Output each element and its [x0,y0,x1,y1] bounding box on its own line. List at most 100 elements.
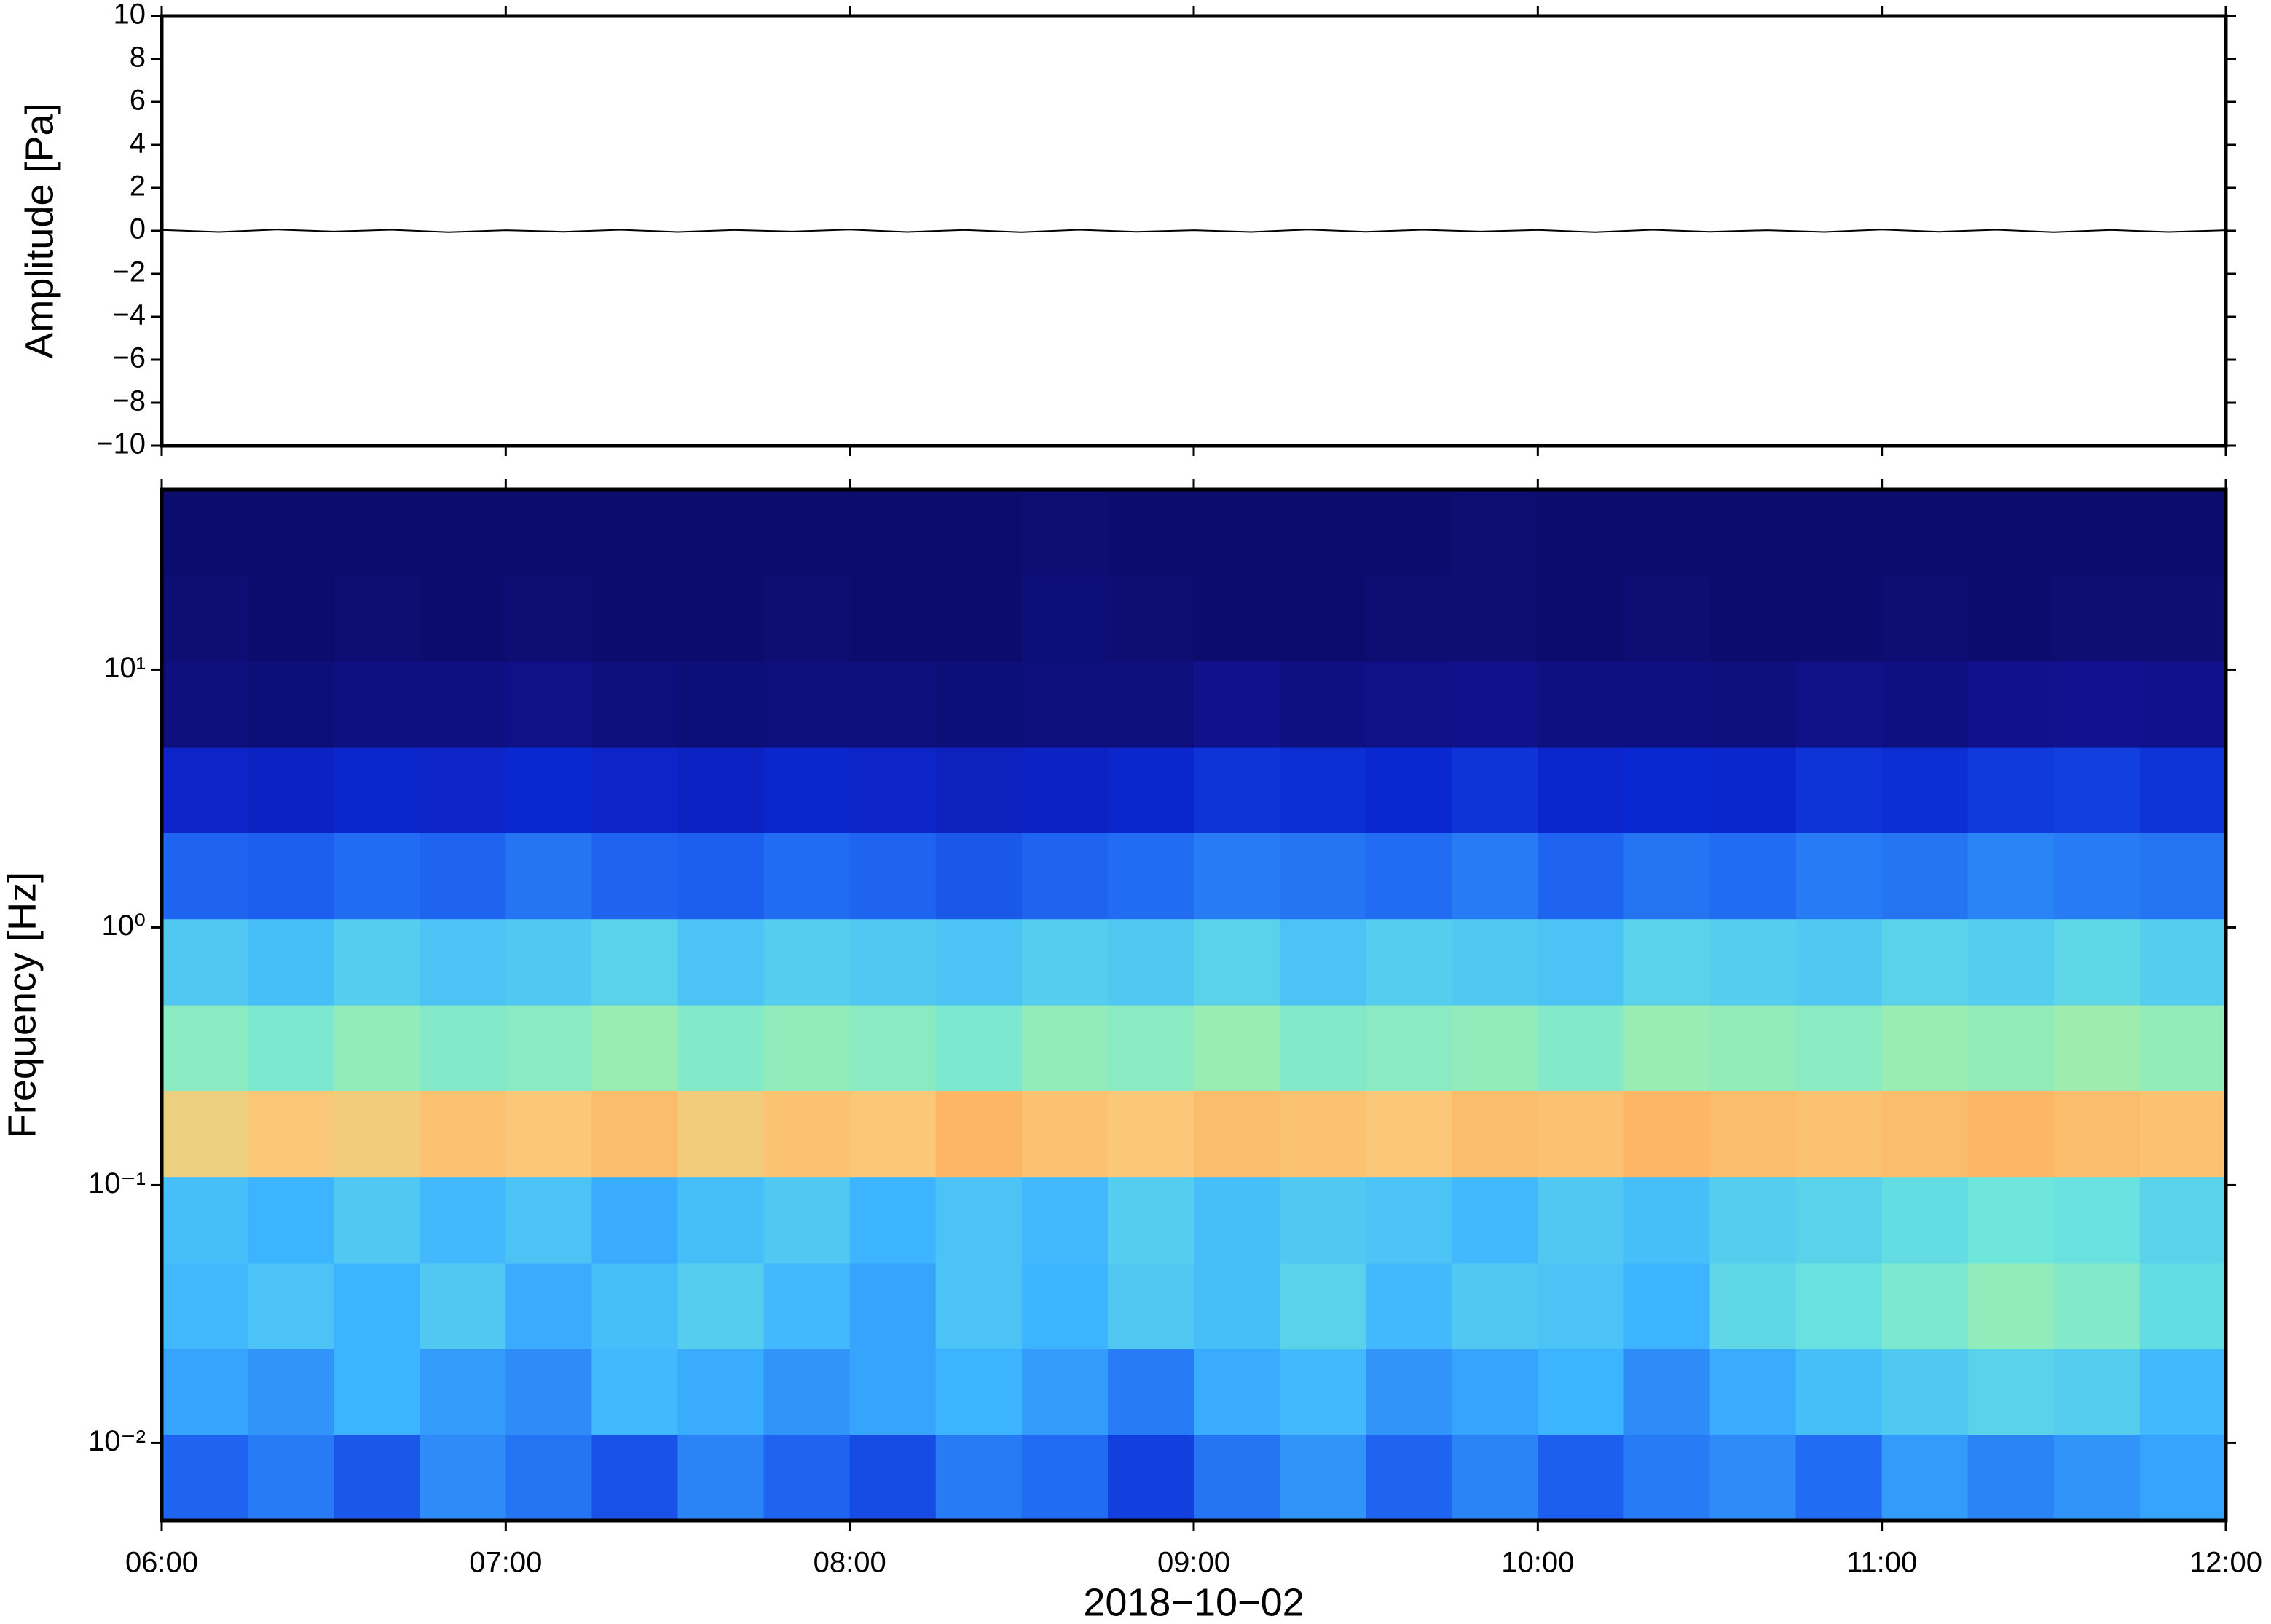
spectrogram-cell [505,918,593,1006]
spectrogram-cell [1967,1176,2055,1264]
spectrogram-cell [591,1090,679,1178]
y-tick-label: −4 [112,299,146,331]
spectrogram-cell [1795,1348,1883,1435]
y-tick-label: −8 [112,385,146,417]
spectrogram-cell [1107,575,1194,662]
spectrogram-cell [1623,1090,1711,1178]
spectrogram-cell [162,1434,248,1521]
spectrogram-cell [1280,575,1366,662]
spectrogram-cell [1795,1176,1883,1264]
y-tick-label: −10 [96,428,146,460]
spectrogram-cell [1021,575,1109,662]
spectrogram-cell [2139,1348,2227,1435]
spectrogram-cell [248,1348,334,1435]
spectrogram-cell [935,489,1023,575]
spectrogram-cell [248,832,334,920]
spectrogram-cell [420,832,506,920]
spectrogram-cell [1881,489,1969,575]
x-tick-label: 09:00 [1157,1547,1230,1579]
x-tick-label: 06:00 [125,1547,198,1579]
spectrogram-cell [1709,489,1797,575]
spectrogram-cell [935,918,1023,1006]
spectrogram-cell [763,489,851,575]
spectrogram-cell [2139,1263,2227,1349]
spectrogram-cell [162,489,248,575]
spectrogram-cell [1709,747,1797,833]
spectrogram-cell [763,1263,851,1349]
spectrogram-cell [1795,918,1883,1006]
spectrogram-cell [1366,832,1452,920]
spectrogram-cell [505,1434,593,1521]
spectrogram-cell [334,832,420,920]
spectrogram-cell [2053,832,2141,920]
spectrogram-cell [2139,832,2227,920]
spectrogram-cell [1623,1176,1711,1264]
spectrogram-cell [677,1434,765,1521]
spectrogram-cell [162,1005,248,1091]
spectrogram-cell [162,1090,248,1178]
y-tick-label: −6 [112,342,146,374]
spectrogram-cell [935,1176,1023,1264]
spectrogram-cell [2053,918,2141,1006]
spectrogram-cell [248,747,334,833]
spectrogram-cell [591,661,679,748]
spectrogram-cell [763,575,851,662]
spectrogram-cell [1538,1176,1625,1264]
spectrogram-cell [849,832,937,920]
spectrogram-cell [1107,1348,1194,1435]
spectrogram-cell [1452,1005,1538,1091]
spectrogram-cell [1452,1348,1538,1435]
spectrogram-cell [1795,489,1883,575]
spectrogram-cell [1366,489,1452,575]
spectrogram-cell [1709,918,1797,1006]
spectrogram-cell [1709,1263,1797,1349]
y-tick-label: −2 [112,256,146,288]
spectrogram-cell [420,1348,506,1435]
spectrogram-cell [334,575,420,662]
spectrogram-cell [1366,1005,1452,1091]
spectrogram-cell [505,1263,593,1349]
spectrogram-cell [1194,1005,1280,1091]
spectrogram-cell [935,832,1023,920]
spectrogram-cell [1538,918,1625,1006]
y-tick-label: 0 [130,213,146,245]
spectrogram-cell [1194,1176,1280,1264]
y-axis-label: Frequency [Hz] [0,872,44,1138]
spectrogram-cell [1795,575,1883,662]
spectrogram-cell [677,1090,765,1178]
spectrogram-cell [1709,1090,1797,1178]
spectrogram-cell [591,575,679,662]
spectrogram-cell [2139,918,2227,1006]
spectrogram-cell [763,1090,851,1178]
spectrogram-cell [1452,489,1538,575]
spectrogram-cell [1881,832,1969,920]
spectrogram-cell [2053,489,2141,575]
x-tick-label: 10:00 [1501,1547,1574,1579]
spectrogram-cell [2053,1090,2141,1178]
spectrogram-cell [677,1348,765,1435]
y-tick-label: 10¹ [103,652,146,684]
spectrogram-cell [505,747,593,833]
spectrogram-cell [1194,1090,1280,1178]
spectrogram-cell [505,832,593,920]
spectrogram-cell [2053,575,2141,662]
spectrogram-cell [1021,832,1109,920]
spectrogram-cell [1366,747,1452,833]
spectrogram-cell [1194,575,1280,662]
spectrogram-cell [849,575,937,662]
spectrogram-cell [1280,661,1366,748]
spectrogram-cell [162,832,248,920]
spectrogram-cell [2053,1176,2141,1264]
spectrogram-cell [505,575,593,662]
y-axis-label: Amplitude [Pa] [17,103,61,358]
spectrogram-cell [420,1005,506,1091]
spectrogram-cell [1366,1434,1452,1521]
spectrogram-cell [2053,1263,2141,1349]
spectrogram-cell [1709,832,1797,920]
spectrogram-cell [935,1005,1023,1091]
spectrogram-cell [1967,1263,2055,1349]
spectrogram-cell [1366,918,1452,1006]
spectrogram-cell [1194,918,1280,1006]
x-tick-label: 12:00 [2189,1547,2262,1579]
